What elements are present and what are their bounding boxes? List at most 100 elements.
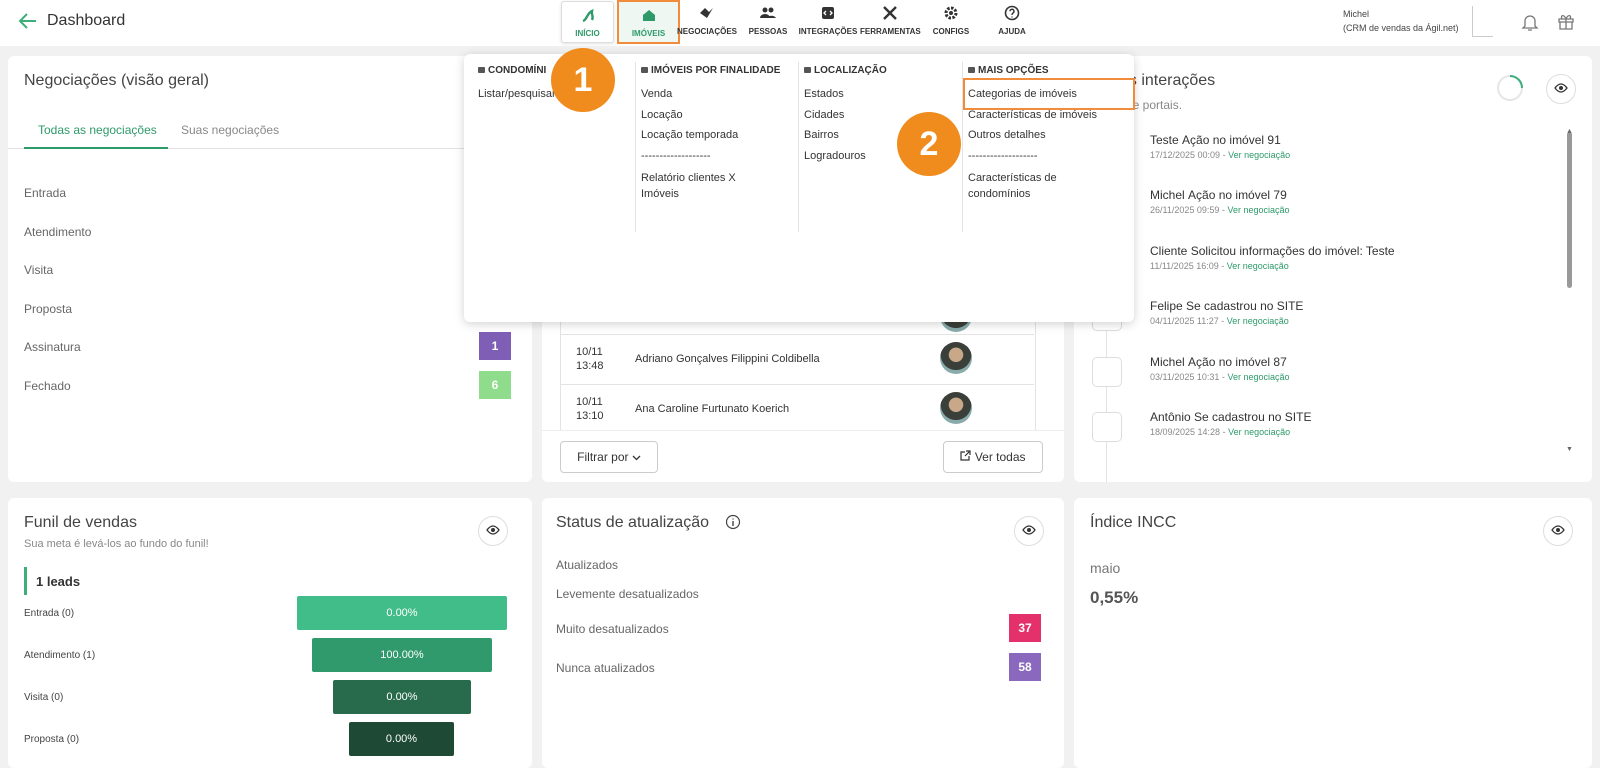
menu-item[interactable]: Logradouros [804,149,866,162]
tab[interactable]: Suas negociações [181,123,280,137]
interaction-name: Antônio [1150,410,1191,424]
interaction-name: Teste [1150,133,1179,147]
bell-icon[interactable] [1521,12,1539,32]
interaction-action: Solicitou informações do imóvel: Teste [1190,243,1395,258]
menu-item[interactable]: Características de condomínios [968,172,1057,201]
filter-button[interactable]: Filtrar por [560,441,658,473]
nav-icon [642,10,655,21]
menu-item[interactable]: Listar/pesquisar [478,88,556,100]
nav-item[interactable]: AJUDA [982,0,1042,44]
funnel-bar: 0.00% [333,680,471,714]
info-icon[interactable] [725,514,741,530]
eye-button[interactable] [1546,74,1576,104]
nav-item[interactable]: PESSOAS [738,0,798,44]
step-badge: 1 [551,48,615,112]
gift-icon[interactable] [1556,11,1576,31]
interaction-action: Ação no imóvel 91 [1182,133,1281,147]
leads-count: 1 leads [36,574,81,589]
funnel-card: Funil de vendas Sua meta é levá-los ao f… [8,498,532,768]
scroll-down[interactable]: ▼ [1566,446,1573,453]
interaction-meta: 04/11/2025 11:27 - Ver negociação [1150,316,1289,326]
scroll-up[interactable]: ▲ [1566,128,1573,135]
nav-item[interactable]: INÍCIO [561,1,614,43]
nav-icon [581,9,594,23]
card-title: Índice INCC [1090,514,1177,531]
menu-item[interactable]: Venda [641,88,673,100]
avatar[interactable] [1472,6,1493,37]
status-label: Muito desatualizados [556,622,669,636]
stage-name: Atendimento [24,224,92,239]
nav-icon [760,7,776,18]
nav-item[interactable]: INTEGRAÇÕES [798,0,858,44]
interaction-link[interactable]: Ver negociação [1226,260,1289,271]
row-time: 13:10 [576,410,604,422]
eye-button[interactable] [1014,516,1044,546]
menu-item[interactable]: Relatório clientes X Imóveis [641,172,736,201]
menu-item[interactable]: Outros detalhes [968,129,1046,142]
nav-label: NEGOCIAÇÕES [677,27,738,36]
link-separator: - [1221,260,1225,271]
menu-icon [968,67,975,73]
interaction-link[interactable]: Ver negociação [1228,427,1291,437]
menu-heading: CONDOMÍNI [488,65,547,76]
interaction-link[interactable]: Ver negociação [1227,371,1290,382]
tab-underline [24,147,168,149]
row-time: 13:48 [576,360,604,372]
nav-item[interactable]: IMÓVEIS [617,0,680,44]
nav-item[interactable]: CONFIGS [921,0,981,44]
back-arrow[interactable] [18,12,38,30]
interaction-meta: 18/09/2025 14:28 - Ver negociação [1150,427,1290,437]
interaction-link[interactable]: Ver negociação [1226,316,1289,327]
user-name: Michel [1343,9,1370,19]
status-label: Nunca atualizados [556,661,655,675]
timeline-icon [1092,412,1122,442]
interaction-link[interactable]: Ver negociação [1227,205,1290,216]
interaction-name: Michel [1150,188,1185,203]
row-divider [560,334,1034,335]
column-divider [635,62,636,232]
menu-heading: IMÓVEIS POR FINALIDADE [651,65,781,76]
card-title: as interações [1120,72,1216,89]
leads-bar [24,567,27,595]
menu-item[interactable]: Categorias de imóveis [968,88,1077,100]
nav-item[interactable]: NEGOCIAÇÕES [677,0,737,44]
interaction-name: Felipe [1150,299,1183,314]
tab[interactable]: Todas as negociações [38,123,157,137]
stage-name: Visita [24,263,54,278]
stage-name: Fechado [24,379,71,393]
status-label: Atualizados [556,558,619,572]
spinner [1497,75,1523,101]
menu-icon [478,67,485,73]
nav-icon [1004,5,1020,21]
menu-item[interactable]: Estados [804,88,844,100]
row-date: 10/11 [576,346,603,358]
menu-item[interactable]: Locação [641,108,683,121]
interaction-title: Felipe Se cadastrou no SITE [1150,299,1303,313]
highlight-box [963,78,1135,110]
nav-label: INÍCIO [575,29,600,38]
row-name: Adriano Gonçalves Filippini Coldibella [635,353,820,365]
interaction-link[interactable]: Ver negociação [1228,150,1291,160]
funnel-label: Atendimento (1) [24,650,96,661]
eye-button[interactable] [478,516,508,546]
nav-label: AJUDA [998,27,1026,36]
all-button[interactable]: Ver todas [943,441,1043,473]
menu-item[interactable]: Características de imóveis [968,108,1097,121]
incc-value: 0,55% [1090,588,1139,607]
stage-name: Assinatura [24,340,81,355]
row-avatar [940,342,972,374]
eye-button[interactable] [1543,516,1573,546]
menu-item[interactable]: Locação temporada [641,129,739,142]
menu-item[interactable]: Bairros [804,129,839,142]
incc-month: maio [1090,560,1121,576]
interaction-date: 04/11/2025 11:27 [1150,316,1219,327]
stage-count: 1 [479,332,511,361]
chevron [632,455,641,461]
status-card: Status de atualização Atualizados Levemen… [542,498,1064,768]
card-subtitle: Sua meta é levá-los ao fundo do funil! [24,538,209,550]
scrollbar[interactable] [1567,132,1572,288]
nav-item[interactable]: FERRAMENTAS [860,0,921,44]
interaction-title: Michel Ação no imóvel 79 [1150,188,1287,202]
user-org: (CRM de vendas da Ágil.net) [1343,23,1459,33]
menu-item[interactable]: Cidades [804,108,845,121]
